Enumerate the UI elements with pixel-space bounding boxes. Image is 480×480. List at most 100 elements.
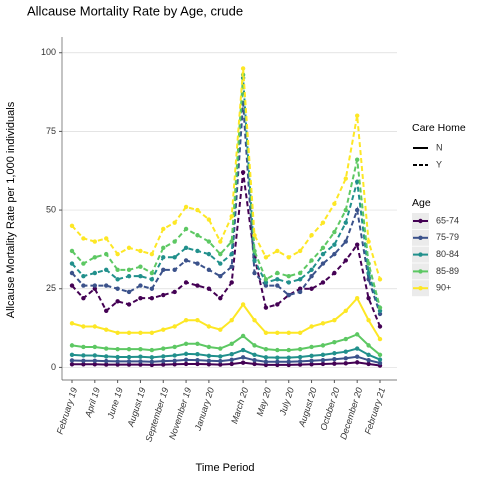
- data-point: [81, 236, 86, 241]
- data-point: [297, 354, 303, 360]
- data-point: [320, 220, 326, 225]
- x-tick-label: March 20: [229, 386, 250, 425]
- series-line: [71, 74, 381, 308]
- data-point: [206, 344, 212, 350]
- data-point: [172, 344, 177, 350]
- data-point: [354, 354, 360, 359]
- x-axis-title: Time Period: [196, 462, 255, 474]
- data-point: [286, 359, 291, 364]
- data-point: [69, 362, 75, 367]
- data-point: [126, 346, 132, 352]
- data-point: [195, 261, 200, 266]
- data-point: [309, 358, 314, 364]
- data-point: [92, 270, 98, 276]
- data-point: [126, 245, 132, 251]
- data-point: [92, 362, 98, 367]
- data-point: [252, 233, 257, 238]
- data-point: [354, 360, 360, 365]
- data-point: [183, 204, 189, 210]
- data-point: [297, 362, 303, 367]
- data-point: [172, 353, 177, 358]
- x-tick-label: February 21: [363, 386, 388, 435]
- data-point: [354, 207, 360, 213]
- data-point: [252, 343, 257, 348]
- data-point: [69, 261, 75, 266]
- data-point: [183, 318, 189, 323]
- data-point: [126, 267, 132, 273]
- data-point: [138, 330, 143, 335]
- data-point: [149, 347, 155, 353]
- data-point: [195, 361, 200, 367]
- data-point: [320, 361, 326, 367]
- data-point: [229, 318, 234, 323]
- data-point: [343, 239, 348, 244]
- data-point: [92, 358, 98, 364]
- data-point: [229, 361, 234, 367]
- data-point: [138, 346, 143, 352]
- data-point: [161, 226, 166, 232]
- data-point: [320, 321, 326, 326]
- data-point: [104, 251, 109, 257]
- data-point: [343, 336, 348, 342]
- data-point: [309, 273, 314, 279]
- data-point: [115, 359, 120, 364]
- series-line: [71, 103, 381, 315]
- series-line: [71, 296, 381, 340]
- data-point: [195, 207, 200, 213]
- data-point: [320, 357, 326, 363]
- data-point: [218, 327, 223, 332]
- data-point: [343, 258, 348, 263]
- legend-title: Care Home: [412, 122, 466, 134]
- data-point: [126, 289, 132, 295]
- data-point: [115, 251, 120, 257]
- data-point: [354, 113, 360, 118]
- data-point: [218, 239, 223, 244]
- data-point: [354, 295, 360, 301]
- legend-label: 90+: [436, 283, 451, 293]
- data-point: [275, 330, 280, 335]
- data-point: [218, 358, 223, 364]
- data-point: [161, 358, 166, 364]
- data-point: [161, 255, 166, 260]
- data-point: [297, 248, 303, 254]
- data-point: [377, 324, 383, 329]
- data-point: [92, 353, 98, 358]
- data-point: [161, 245, 166, 251]
- data-point: [183, 258, 189, 263]
- data-point: [229, 251, 234, 257]
- x-tick-label: April 19: [83, 386, 102, 419]
- data-point: [377, 357, 383, 362]
- legend-key: [418, 269, 423, 274]
- data-point: [195, 318, 200, 323]
- legend-label: N: [436, 142, 443, 152]
- data-point: [161, 346, 166, 351]
- data-point: [138, 273, 143, 279]
- data-point: [92, 255, 98, 260]
- data-point: [252, 361, 257, 367]
- data-point: [149, 277, 155, 282]
- data-point: [115, 346, 120, 352]
- data-point: [286, 292, 291, 298]
- chart-title: Allcause Mortality Rate by Age, crude: [27, 3, 243, 18]
- data-point: [92, 283, 98, 288]
- data-point: [195, 233, 200, 238]
- data-point: [286, 280, 291, 285]
- data-point: [81, 295, 86, 301]
- data-point: [183, 245, 189, 251]
- data-point: [69, 283, 75, 288]
- data-point: [69, 358, 75, 363]
- data-point: [286, 255, 291, 260]
- data-point: [69, 270, 75, 276]
- data-point: [366, 270, 371, 276]
- legend-label: Y: [436, 159, 442, 169]
- data-point: [183, 357, 189, 363]
- data-point: [320, 352, 326, 358]
- data-point: [275, 302, 280, 307]
- data-point: [81, 358, 86, 364]
- data-point: [332, 340, 337, 345]
- x-tick-label: February 19: [55, 386, 80, 435]
- data-point: [263, 330, 269, 335]
- data-point: [332, 318, 337, 323]
- data-point: [104, 308, 109, 313]
